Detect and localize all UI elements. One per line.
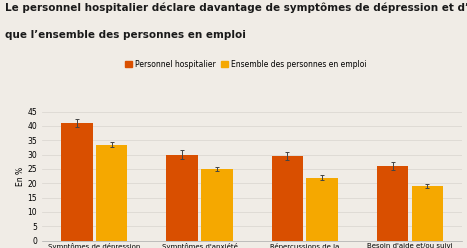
Bar <box>306 178 338 241</box>
Y-axis label: En %: En % <box>15 166 25 186</box>
Bar <box>61 123 93 241</box>
Bar <box>201 169 233 241</box>
Text: Le personnel hospitalier déclare davantage de symptômes de dépression et d’anxié: Le personnel hospitalier déclare davanta… <box>5 2 467 13</box>
Bar <box>96 145 127 241</box>
Bar <box>272 156 303 241</box>
Bar <box>166 155 198 241</box>
Bar <box>377 166 409 241</box>
Bar <box>411 186 443 241</box>
Legend: Personnel hospitalier, Ensemble des personnes en emploi: Personnel hospitalier, Ensemble des pers… <box>121 57 370 72</box>
Text: que l’ensemble des personnes en emploi: que l’ensemble des personnes en emploi <box>5 30 246 40</box>
